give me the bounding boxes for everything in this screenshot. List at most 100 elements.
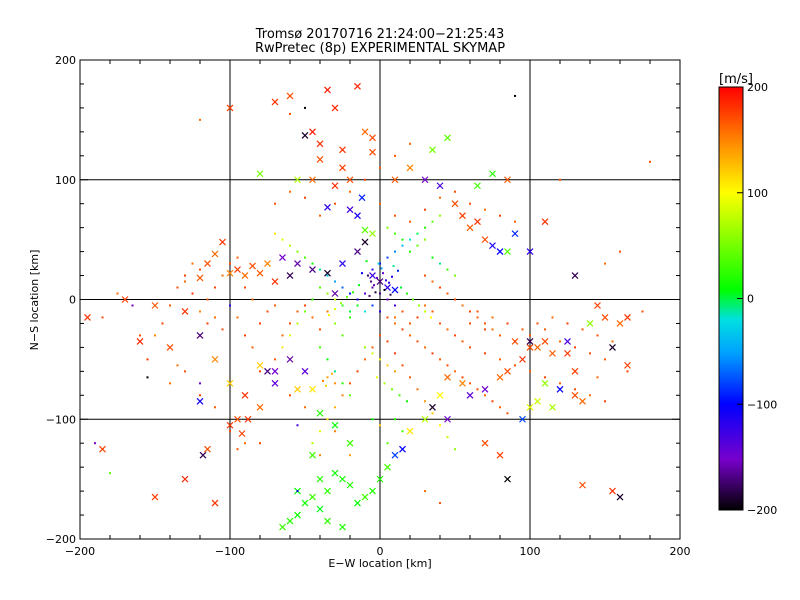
dot-marker-point — [394, 352, 396, 355]
dot-marker-point — [398, 394, 401, 397]
x-tick-label: −200 — [65, 545, 95, 558]
x-marker-point — [361, 493, 369, 501]
x-marker-point — [271, 379, 279, 387]
dot-marker-point — [529, 334, 531, 337]
dot-marker-point — [221, 274, 224, 277]
colorbar-ticks: 200 100 0 −100 −200 — [737, 81, 777, 517]
x-marker-point — [489, 170, 496, 178]
x-marker-point — [361, 238, 369, 246]
dot-marker-point — [379, 334, 381, 337]
x-marker-point — [399, 445, 406, 453]
dot-marker-point — [311, 298, 314, 301]
dot-marker-point — [326, 376, 329, 379]
dot-marker-point — [461, 340, 464, 343]
x-marker-point — [181, 475, 189, 483]
dot-marker-point — [364, 178, 366, 181]
dot-marker-point — [400, 286, 402, 289]
x-marker-point — [249, 262, 256, 270]
dot-marker-point — [274, 358, 276, 361]
dot-marker-point — [379, 358, 381, 361]
x-marker-point — [301, 132, 309, 139]
dot-marker-point — [259, 442, 261, 445]
dot-marker-point — [401, 244, 404, 247]
dot-marker-point — [394, 322, 396, 325]
x-marker-point — [309, 128, 316, 136]
x-marker-point — [421, 176, 429, 184]
y-tick-label: 100 — [55, 174, 76, 187]
dot-marker-point — [559, 340, 561, 343]
x-marker-point — [271, 367, 279, 375]
x-marker-point — [474, 182, 481, 190]
dot-marker-point — [341, 286, 344, 289]
dot-marker-point — [199, 382, 201, 385]
dot-marker-point — [296, 310, 299, 313]
dot-marker-point — [184, 274, 186, 277]
x-marker-point — [196, 274, 204, 282]
dot-marker-point — [340, 302, 342, 305]
dot-marker-point — [454, 334, 456, 337]
dot-marker-point — [319, 328, 321, 331]
x-marker-point — [286, 92, 294, 100]
dot-marker-point — [289, 394, 291, 397]
x-marker-point — [241, 391, 249, 399]
x-marker-point — [264, 260, 271, 267]
x-marker-point — [331, 182, 339, 190]
dot-marker-point — [379, 424, 381, 427]
dot-marker-point — [244, 286, 246, 289]
dot-marker-point — [364, 346, 366, 349]
dot-marker-point — [409, 220, 411, 223]
dot-marker-point — [199, 268, 201, 271]
dot-marker-point — [394, 316, 396, 319]
dot-marker-point — [394, 232, 396, 235]
dot-marker-point — [326, 358, 329, 361]
dot-marker-point — [574, 388, 576, 391]
dot-marker-point — [304, 106, 306, 109]
dot-marker-point — [274, 304, 276, 307]
dot-marker-point — [349, 394, 351, 397]
dot-marker-point — [383, 382, 386, 385]
dot-marker-point — [484, 328, 486, 331]
dot-marker-point — [370, 280, 372, 283]
x-marker-point — [436, 182, 444, 190]
x-marker-point — [211, 355, 219, 363]
x-marker-point — [549, 403, 556, 411]
dot-marker-point — [214, 286, 216, 289]
dot-marker-point — [349, 316, 351, 319]
dot-marker-point — [391, 388, 393, 391]
dot-marker-point — [326, 274, 329, 277]
x-marker-point — [571, 367, 579, 375]
dot-marker-point — [322, 379, 324, 382]
dot-marker-point — [619, 250, 621, 253]
x-marker-point — [324, 86, 331, 94]
x-marker-point — [301, 499, 309, 507]
dot-marker-point — [131, 304, 134, 307]
dot-marker-point — [325, 384, 327, 387]
dot-marker-point — [431, 352, 434, 355]
dot-marker-point — [397, 269, 399, 272]
dot-marker-point — [176, 364, 179, 367]
dot-marker-point — [304, 304, 306, 307]
dot-marker-point — [274, 202, 276, 205]
dot-marker-point — [394, 154, 396, 157]
dot-marker-point — [385, 279, 387, 282]
x-axis-label: E−W location [km] — [328, 557, 431, 570]
dot-marker-point — [326, 310, 329, 313]
dot-marker-point — [383, 288, 386, 291]
x-marker-point — [436, 391, 444, 399]
dot-marker-point — [484, 208, 486, 211]
x-marker-point — [564, 337, 571, 345]
dot-marker-point — [229, 430, 231, 433]
x-marker-point — [444, 373, 451, 381]
dot-marker-point — [391, 275, 393, 278]
dot-marker-point — [176, 286, 179, 289]
x-marker-point — [361, 128, 369, 136]
dot-marker-point — [506, 412, 509, 415]
x-marker-point — [534, 397, 541, 405]
dot-marker-point — [349, 190, 351, 193]
x-marker-point — [451, 200, 459, 208]
x-marker-point — [264, 367, 271, 375]
dot-marker-point — [319, 286, 321, 289]
x-marker-point — [391, 286, 399, 294]
dot-marker-point — [454, 298, 456, 301]
dot-marker-point — [154, 334, 156, 337]
